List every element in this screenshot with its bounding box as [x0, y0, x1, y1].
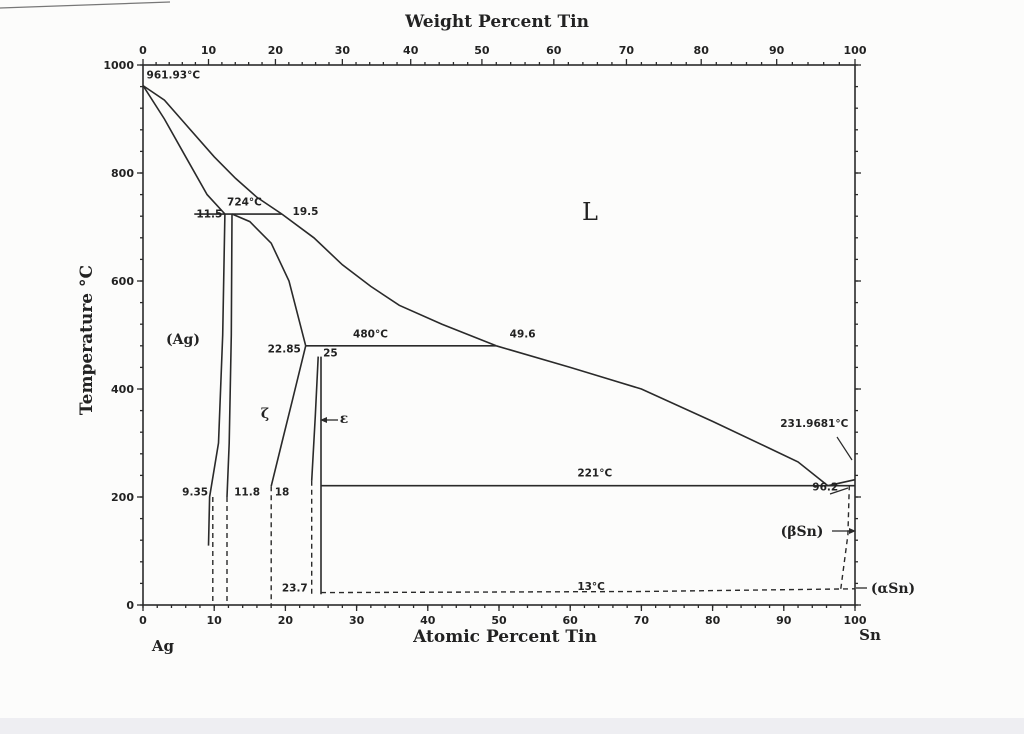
annotation-8: 231.9681°C	[780, 418, 848, 430]
annotation-2: 11.5	[196, 208, 222, 220]
curve-liquidus-right	[495, 345, 829, 487]
annotation-11: 9.35	[182, 486, 208, 498]
curve-liquidus-sn	[827, 478, 856, 487]
y-tick-label-200: 200	[111, 491, 134, 504]
top-tick-label-60: 60	[546, 44, 562, 57]
epsilon-arrowhead	[320, 417, 327, 423]
bottom-strip	[0, 718, 1024, 734]
annotation-15: 13°C	[577, 581, 605, 593]
curve-eps-left	[310, 356, 319, 481]
x-tick-label-10: 10	[207, 614, 223, 627]
x-axis-title: Atomic Percent Tin	[412, 627, 597, 647]
top-tick-label-40: 40	[403, 44, 419, 57]
top-tick-label-100: 100	[844, 44, 867, 57]
annotation-3: 19.5	[293, 206, 319, 218]
annotation-6: 25	[323, 348, 338, 360]
x-tick-label-20: 20	[278, 614, 294, 627]
x-tick-label-30: 30	[349, 614, 365, 627]
x-tick-label-90: 90	[776, 614, 792, 627]
curve-alpha-beta	[320, 588, 856, 594]
scan-edge-mark	[0, 1, 171, 9]
annotation-9: 221°C	[577, 467, 612, 479]
x-tick-label-40: 40	[420, 614, 436, 627]
plot-border	[142, 64, 856, 606]
curve-zeta-top	[231, 213, 307, 346]
y-axis-title: Temperature °C	[77, 265, 97, 415]
y-tick-label-1000: 1000	[103, 59, 134, 72]
top-tick-label-0: 0	[139, 44, 147, 57]
x-tick-label-60: 60	[563, 614, 579, 627]
x-tick-label-0: 0	[139, 614, 147, 627]
x-tick-label-100: 100	[844, 614, 867, 627]
top-tick-label-20: 20	[268, 44, 284, 57]
annotation-12: 11.8	[234, 486, 260, 498]
annotation-4: 480°C	[353, 329, 388, 341]
phase-ag-label: (Ag)	[166, 332, 200, 348]
y-tick-label-800: 800	[111, 167, 134, 180]
phase-alpha-sn-label: (αSn)	[871, 581, 915, 597]
curve-beta-left	[840, 485, 850, 589]
labels: 0 10 20 30 40 50 60 70 80 90 1000 10 20 30 40 50 60 70 80 9…	[103, 44, 866, 627]
annotation-1: 724°C	[227, 196, 262, 208]
y-tick-label-0: 0	[126, 599, 134, 612]
right-element-label: Sn	[859, 626, 881, 644]
annotation-0: 961.93°C	[147, 70, 201, 82]
curve-solvus-ag	[207, 213, 226, 546]
curve-liquidus-mid	[281, 213, 497, 347]
phase-beta-sn-label: (βSn)	[781, 524, 824, 540]
liquidus-pointer	[836, 436, 853, 461]
top-tick-label-80: 80	[694, 44, 710, 57]
top-tick-label-50: 50	[474, 44, 490, 57]
curve-solidus-ag	[142, 85, 226, 215]
x-tick-label-80: 80	[705, 614, 721, 627]
annotation-13: 18	[275, 486, 290, 498]
left-element-label: Ag	[151, 637, 175, 655]
y-tick-label-600: 600	[111, 275, 134, 288]
plot-frame	[142, 64, 856, 606]
top-axis-title: Weight Percent Tin	[404, 12, 589, 32]
annotation-10: 96.2	[812, 482, 838, 494]
beta-sn-arrowhead	[849, 528, 856, 534]
x-tick-label-50: 50	[491, 614, 507, 627]
annotation-5: 22.85	[268, 343, 301, 355]
curve-zeta-left	[226, 213, 233, 498]
solidus-pointer	[829, 487, 849, 495]
x-tick-label-70: 70	[634, 614, 650, 627]
top-tick-label-90: 90	[769, 44, 785, 57]
curve-liquidus-left	[142, 84, 283, 215]
annotation-14: 23.7	[282, 583, 308, 595]
phase-zeta-label: ζ	[261, 406, 269, 422]
top-tick-label-70: 70	[619, 44, 635, 57]
top-tick-label-10: 10	[201, 44, 217, 57]
annotation-7: 49.6	[510, 329, 536, 341]
curve-zeta-right	[270, 345, 307, 487]
phase-liquid-label: L	[582, 198, 598, 226]
top-tick-label-30: 30	[335, 44, 351, 57]
document-page	[0, 0, 1024, 718]
tick-marks	[137, 59, 861, 611]
phase-boundaries	[142, 84, 856, 605]
y-tick-label-400: 400	[111, 383, 134, 396]
phase-epsilon-label: ε	[340, 411, 349, 427]
